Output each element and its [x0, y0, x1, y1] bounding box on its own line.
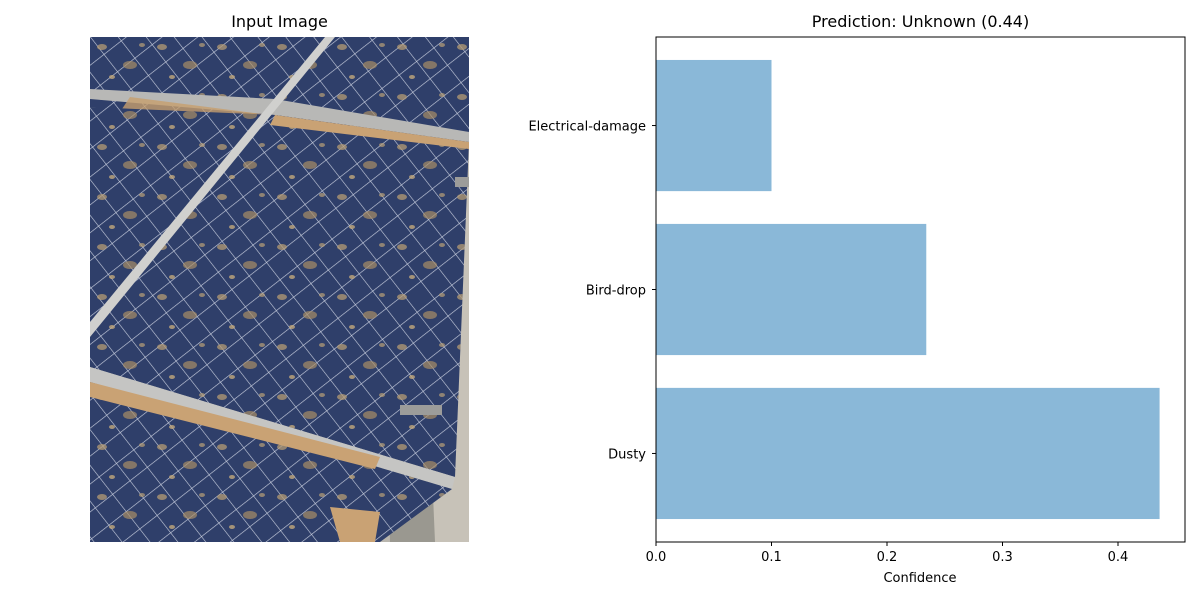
chart-title: Prediction: Unknown (0.44) [811, 12, 1030, 31]
bar-bird-drop [656, 223, 927, 356]
y-tick-label: Dusty [608, 447, 646, 462]
x-tick-label: 0.3 [992, 550, 1013, 565]
y-tick-label: Electrical-damage [528, 120, 646, 135]
x-tick-label: 0.0 [646, 550, 667, 565]
x-axis-label: Confidence [883, 571, 956, 586]
x-tick-label: 0.4 [1108, 550, 1129, 565]
bar-dusty [656, 387, 1160, 520]
bar-electrical-damage [656, 59, 772, 192]
y-tick-label: Bird-drop [586, 284, 646, 299]
solar-panel-photo [90, 37, 469, 542]
x-tick-label: 0.2 [877, 550, 898, 565]
x-tick-label: 0.1 [761, 550, 782, 565]
image-panel-title: Input Image [231, 12, 328, 31]
